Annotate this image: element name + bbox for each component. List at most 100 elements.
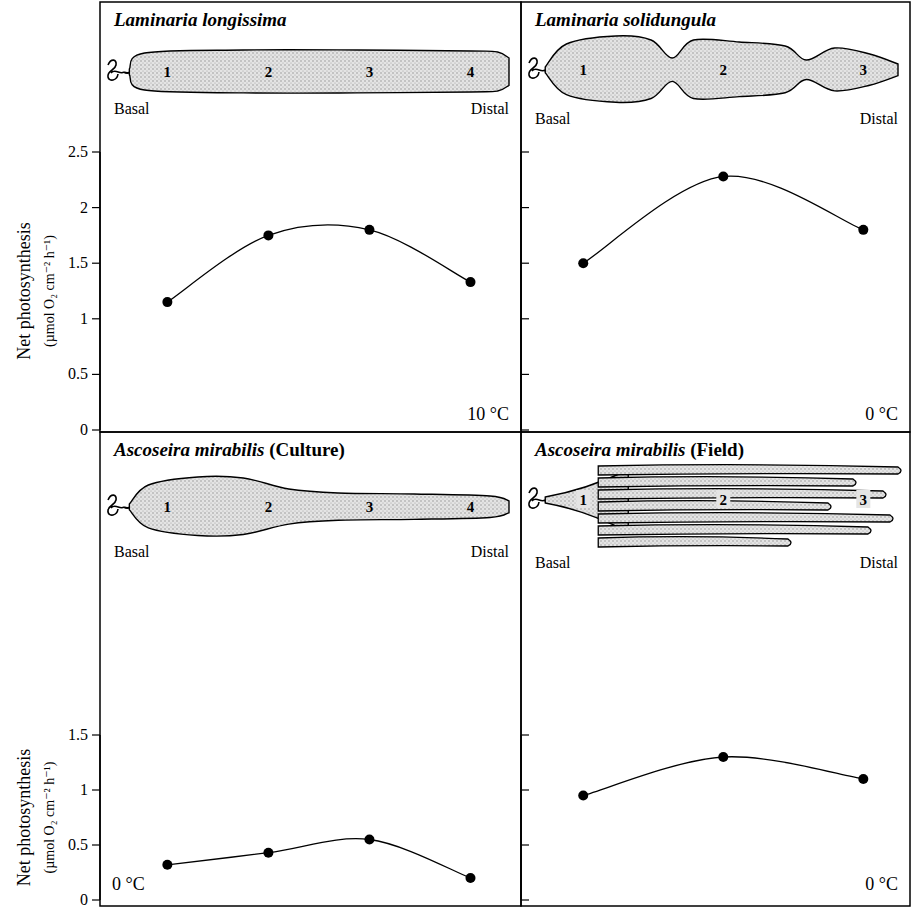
data-point [578,258,588,268]
blade [545,36,898,103]
data-point [162,860,172,870]
y-tick [521,844,529,845]
y-tick [92,899,100,900]
y-tick [521,734,529,735]
data-point [162,297,172,307]
strand [598,477,856,487]
title-species: Laminaria longissima [113,9,287,30]
y-tick [92,734,100,735]
y-tick [521,207,529,208]
panel-title: Laminaria solidungula [534,9,717,30]
y-axis [99,152,101,430]
data-point [718,752,728,762]
data-point [263,230,273,240]
panel: Ascoseira mirabilis (Field)123BasalDista… [521,432,910,906]
title-note: (Field) [685,439,744,461]
y-axis-title-line: (µmol O₂ cm⁻² h⁻¹) [42,761,58,873]
strand [598,501,831,511]
position-label: 3 [860,62,868,78]
y-tick-label: 2 [80,199,88,216]
strand [598,513,893,523]
title-species: Ascoseira mirabilis [113,439,264,460]
position-label: 2 [720,62,728,78]
data-point [465,277,475,287]
y-tick [521,899,529,900]
panel-frame [521,2,910,432]
panel-frame [100,432,521,906]
y-axis-title-line: (µmol O₂ cm⁻² h⁻¹) [42,235,58,347]
y-tick [521,263,529,264]
y-tick-label: 1 [80,310,88,327]
position-label: 2 [720,492,728,508]
y-tick [521,318,529,319]
thallus-sketch: 123 [529,465,901,547]
title-species: Ascoseira mirabilis [534,439,685,460]
y-tick-label: 0.5 [68,836,88,853]
annotation: Basal [114,100,150,117]
temperature-label: 0 °C [112,874,145,894]
y-tick-label: 0.5 [68,365,88,382]
data-point [263,848,273,858]
thallus-sketch: 1 2 3 [529,36,898,103]
position-label: 3 [366,499,374,515]
title-species: Laminaria solidungula [534,9,717,30]
temperature-label: 0 °C [865,874,898,894]
blade [129,50,509,93]
position-label: 4 [467,64,475,80]
y-axis [520,735,522,900]
y-tick [521,374,529,375]
y-axis-title: Net photosynthesis(µmol O₂ cm⁻² h⁻¹) [14,749,58,887]
y-tick [92,207,100,208]
holdfast [108,60,124,80]
position-label: 3 [366,64,374,80]
data-line [167,225,470,302]
annotation: Basal [114,543,150,560]
blade [129,476,509,536]
data-point [718,171,728,181]
temperature-label: 10 °C [467,404,509,424]
strand [598,489,886,499]
y-tick [92,374,100,375]
data-line [583,757,863,796]
data-group [578,171,868,268]
label-patch [716,490,730,508]
y-tick [92,318,100,319]
y-axis-title-line: Net photosynthesis [14,222,34,360]
position-label: 2 [265,64,273,80]
temperature-label: 0 °C [865,404,898,424]
y-tick-label: 0 [80,891,88,908]
position-label: 1 [164,499,172,515]
data-point [578,791,588,801]
y-tick-label: 2.5 [68,143,88,160]
panel-frame [100,2,521,432]
data-point [858,774,868,784]
data-point [364,835,374,845]
y-tick [92,263,100,264]
data-group [578,752,868,801]
annotation: Distal [860,554,899,571]
y-tick [521,789,529,790]
strand [598,537,791,547]
y-axis [99,735,101,900]
data-line [583,176,863,263]
position-label: 3 [860,492,868,508]
annotation: Distal [471,543,510,560]
annotation: Basal [535,554,571,571]
position-label: 4 [467,499,475,515]
data-group [162,225,475,307]
label-patch [576,490,590,508]
data-group [162,835,475,884]
panel-title: Laminaria longissima [113,9,287,30]
y-tick-label: 1.5 [68,254,88,271]
position-label: 1 [579,62,587,78]
panel: 00.511.5Net photosynthesis(µmol O₂ cm⁻² … [14,432,521,908]
data-point [465,873,475,883]
thallus-sketch: 1234 [108,50,509,93]
panel-title: Ascoseira mirabilis (Culture) [113,439,345,461]
y-tick-label: 1 [80,781,88,798]
y-tick [521,151,529,152]
annotation: Distal [471,100,510,117]
holdfast [529,488,545,508]
strand [598,465,901,475]
strand [598,525,871,535]
